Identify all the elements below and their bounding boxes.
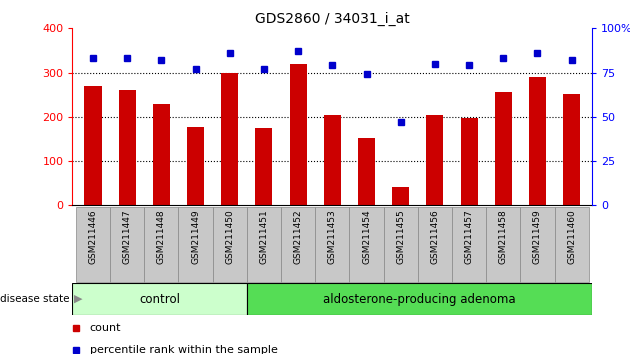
Bar (118, 90, 135, 205)
Bar (281, 207, 315, 282)
Bar (247, 207, 281, 282)
Bar (213, 207, 247, 282)
Text: GSM211457: GSM211457 (464, 209, 474, 264)
Bar (384, 207, 418, 282)
Bar (84, 86, 101, 205)
Text: GSM211447: GSM211447 (123, 209, 132, 264)
Bar (452, 207, 486, 282)
Bar (529, 77, 546, 205)
Bar (324, 115, 341, 205)
Bar (427, 115, 444, 205)
Text: GSM211452: GSM211452 (294, 209, 302, 264)
Text: GSM211449: GSM211449 (191, 209, 200, 264)
Bar (486, 207, 520, 282)
Text: aldosterone-producing adenoma: aldosterone-producing adenoma (323, 293, 516, 306)
Text: GSM211456: GSM211456 (430, 209, 439, 264)
Text: GSM211459: GSM211459 (533, 209, 542, 264)
Text: GSM211458: GSM211458 (499, 209, 508, 264)
Text: count: count (89, 323, 121, 333)
Bar (221, 73, 238, 205)
Bar (461, 118, 478, 205)
Text: GSM211448: GSM211448 (157, 209, 166, 264)
Text: GSM211460: GSM211460 (567, 209, 576, 264)
Text: GSM211446: GSM211446 (88, 209, 98, 264)
Text: control: control (139, 293, 180, 306)
Bar (315, 207, 350, 282)
Text: disease state: disease state (0, 294, 69, 304)
Bar (563, 94, 580, 205)
Bar (187, 127, 204, 205)
Bar (520, 207, 554, 282)
Bar (76, 207, 110, 282)
Text: GSM211455: GSM211455 (396, 209, 405, 264)
Bar (144, 207, 178, 282)
Text: GSM211451: GSM211451 (260, 209, 268, 264)
Bar (72, 283, 247, 315)
Text: GSM211454: GSM211454 (362, 209, 371, 264)
Bar (153, 104, 170, 205)
Bar (358, 138, 375, 205)
Bar (418, 207, 452, 282)
Bar (247, 283, 592, 315)
Text: GSM211453: GSM211453 (328, 209, 337, 264)
Bar (554, 207, 589, 282)
Text: percentile rank within the sample: percentile rank within the sample (89, 344, 277, 354)
Bar (392, 187, 410, 205)
Bar (495, 92, 512, 205)
Bar (290, 64, 307, 205)
Title: GDS2860 / 34031_i_at: GDS2860 / 34031_i_at (255, 12, 410, 26)
Text: GSM211450: GSM211450 (226, 209, 234, 264)
Bar (110, 207, 144, 282)
Bar (178, 207, 213, 282)
Bar (255, 128, 273, 205)
Bar (350, 207, 384, 282)
Text: ▶: ▶ (74, 294, 82, 304)
